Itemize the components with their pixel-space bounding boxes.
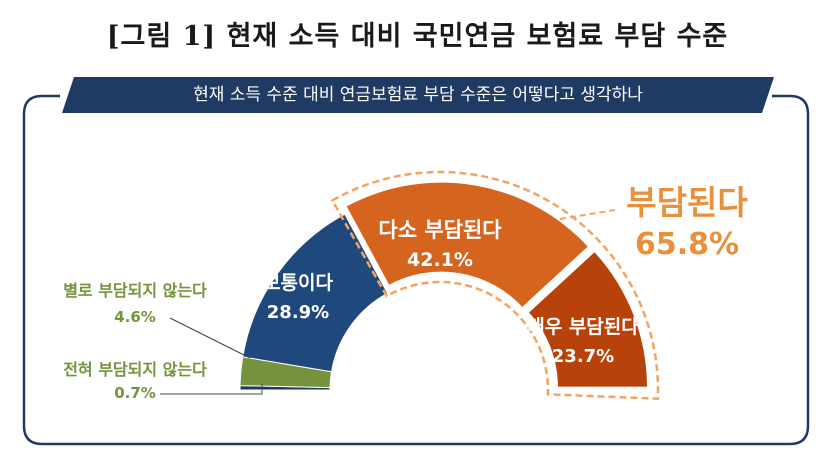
question-banner: 현재 소득 수준 대비 연금보험료 부담 수준은 어떻다고 생각하나 (62, 77, 774, 113)
slice-value-4: 23.7% (552, 346, 614, 367)
question-banner-bg (62, 77, 774, 113)
question-text: 현재 소득 수준 대비 연금보험료 부담 수준은 어떻다고 생각하나 (193, 85, 643, 105)
slice-label-4: 매우 부담된다 (527, 316, 639, 338)
summary-label: 부담된다 (626, 183, 748, 222)
chart-frame (22, 94, 810, 446)
slice-label-0: 전혀 부담되지 않는다 (63, 360, 207, 379)
slice-value-0: 0.7% (114, 384, 156, 402)
slice-labels: 별로 부담되지 않는다 4.6% 전혀 부담되지 않는다 0.7% 보통이다 28.9% 다… (63, 183, 748, 402)
slice-label-2: 보통이다 (263, 272, 333, 294)
slice-2 (242, 213, 389, 373)
leader-lines (160, 209, 616, 395)
half-donut (239, 181, 648, 391)
slice-3 (345, 181, 590, 309)
burden-group-outline (330, 170, 660, 401)
slice-label-3: 다소 부담된다 (378, 218, 502, 242)
summary-connector (559, 209, 616, 220)
slice-4 (527, 250, 648, 388)
slice-label-1: 별로 부담되지 않는다 (63, 281, 207, 300)
leader-line-0 (160, 384, 263, 395)
figure-title: [그림 1] 현재 소득 대비 국민연금 보험료 부담 수준 (106, 21, 729, 52)
slice-value-2: 28.9% (267, 302, 329, 323)
slice-value-3: 42.1% (407, 249, 473, 271)
slice-value-1: 4.6% (114, 308, 156, 326)
summary-value: 65.8% (635, 227, 739, 262)
leader-line-1 (169, 317, 251, 359)
